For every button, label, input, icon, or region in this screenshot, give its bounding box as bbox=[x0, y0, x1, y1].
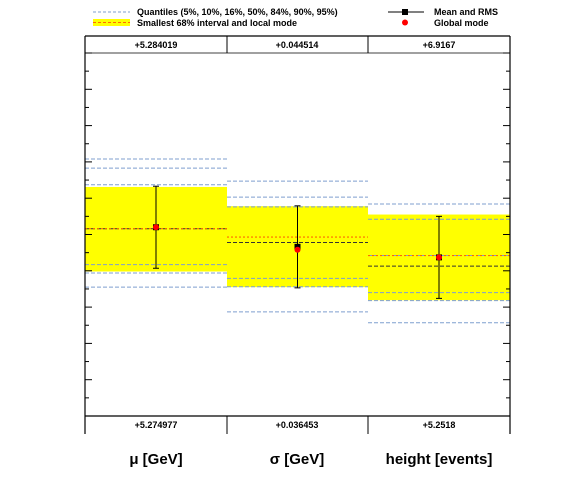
height-range-min: +5.2518 bbox=[423, 420, 456, 430]
legend-interval-swatch bbox=[93, 19, 130, 26]
plot-area bbox=[85, 158, 510, 324]
legend-global-mode-marker bbox=[402, 19, 408, 26]
mu-range-min: +5.274977 bbox=[135, 420, 178, 430]
legend-mean-label: Mean and RMS bbox=[434, 7, 498, 17]
height-summary bbox=[368, 203, 510, 324]
legend-quantiles-label: Quantiles (5%, 10%, 16%, 50%, 84%, 90%, … bbox=[137, 7, 338, 17]
mu-range-max: +5.284019 bbox=[135, 40, 178, 50]
mu-summary bbox=[85, 158, 227, 288]
y-ticks bbox=[85, 52, 510, 417]
legend-global-mode-label: Global mode bbox=[434, 18, 489, 28]
sigma-range-max: +0.044514 bbox=[276, 40, 319, 50]
legend-interval-label: Smallest 68% interval and local mode bbox=[137, 18, 297, 28]
sigma-global-mode bbox=[294, 246, 301, 253]
sigma-summary bbox=[227, 180, 368, 313]
mu-parameter-label: μ [GeV] bbox=[129, 451, 182, 468]
sigma-parameter-label: σ [GeV] bbox=[270, 451, 324, 468]
legend-mean-marker bbox=[402, 9, 408, 15]
height-global-mode bbox=[436, 254, 442, 261]
mu-global-mode bbox=[153, 224, 159, 231]
height-parameter-label: height [events] bbox=[386, 451, 493, 468]
sigma-range-min: +0.036453 bbox=[276, 420, 319, 430]
legend: Quantiles (5%, 10%, 16%, 50%, 84%, 90%, … bbox=[93, 7, 498, 28]
height-range-max: +6.9167 bbox=[423, 40, 456, 50]
